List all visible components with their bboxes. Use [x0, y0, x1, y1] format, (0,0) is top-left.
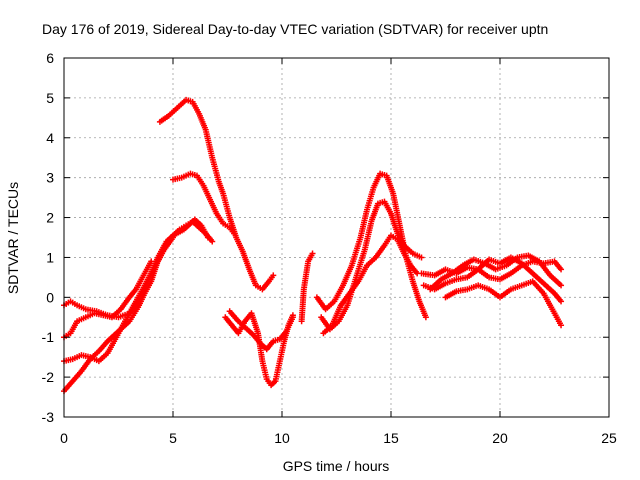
series-peak-high: [156, 96, 277, 293]
y-tick-label: 6: [46, 50, 54, 66]
plus-marker-trail: [318, 198, 425, 333]
y-axis-ticks: -3 -2 -1 0 1 2 3 4 5 6: [42, 50, 609, 425]
x-axis-ticks: 0 5 10 15 20 25: [60, 58, 617, 446]
x-tick-label: 20: [492, 430, 508, 446]
x-tick-label: 15: [383, 430, 399, 446]
plus-marker-trail: [320, 232, 421, 337]
y-tick-label: -2: [42, 369, 55, 385]
y-tick-label: 5: [46, 90, 54, 106]
y-tick-label: 2: [46, 210, 54, 226]
y-tick-label: -1: [42, 329, 55, 345]
series-late-c: [442, 278, 565, 329]
x-axis-label: GPS time / hours: [283, 458, 390, 474]
plus-marker-trail: [298, 250, 316, 325]
y-tick-label: 0: [46, 289, 54, 305]
data-markers: [61, 96, 565, 395]
y-tick-label: 1: [46, 249, 54, 265]
plus-marker-trail: [427, 252, 565, 293]
series-peak-mid: [170, 170, 238, 237]
series-dip-low: [222, 310, 296, 389]
y-axis-label: SDTVAR / TECUs: [5, 182, 21, 294]
plus-marker-trail: [222, 310, 296, 389]
x-tick-label: 25: [601, 430, 617, 446]
series-dip-mid: [226, 308, 296, 353]
plot-frame: [63, 57, 610, 418]
x-tick-label: 10: [274, 430, 290, 446]
series-late-b: [420, 254, 565, 305]
grid-lines: [64, 58, 609, 417]
series-late-d: [427, 252, 565, 293]
plus-marker-trail: [156, 96, 277, 293]
series-storm-high: [313, 170, 429, 321]
plus-marker-trail: [420, 254, 565, 305]
y-tick-label: 4: [46, 130, 54, 146]
y-tick-label: -3: [42, 409, 55, 425]
plus-marker-trail: [170, 170, 238, 237]
x-tick-label: 0: [60, 430, 68, 446]
plus-marker-trail: [226, 308, 296, 353]
chart-title: Day 176 of 2019, Sidereal Day-to-day VTE…: [42, 21, 548, 37]
plus-marker-trail: [442, 278, 565, 329]
series-storm-mid: [318, 198, 425, 333]
x-tick-label: 5: [169, 430, 177, 446]
series-storm-low: [320, 232, 421, 337]
y-tick-label: 3: [46, 170, 54, 186]
plus-marker-trail: [313, 170, 429, 321]
series-gap-track: [298, 250, 316, 325]
